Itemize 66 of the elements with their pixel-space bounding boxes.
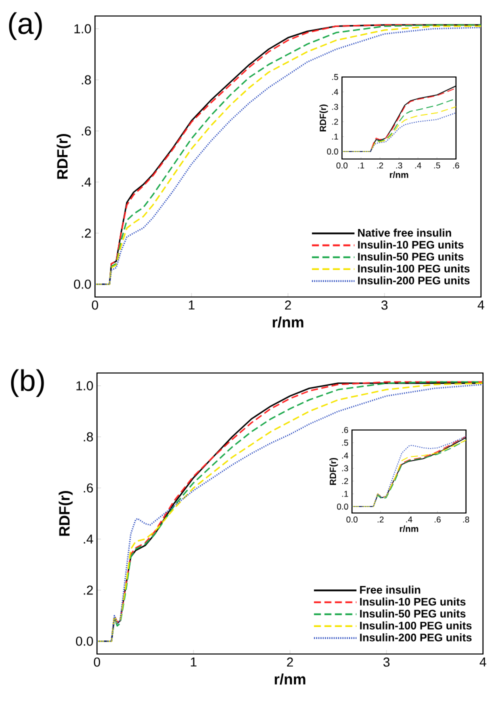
x-axis-title: r/nm	[390, 171, 408, 178]
x-axis-title: r/nm	[274, 674, 306, 685]
x-tick-label: .6	[434, 516, 441, 523]
y-tick-label: .3	[342, 465, 348, 472]
y-tick-label: 1.0	[76, 381, 94, 390]
legend-label: Insulin-100 PEG units	[358, 264, 470, 272]
x-tick-label: 1	[190, 658, 197, 666]
y-tick-label: 0.0	[337, 504, 348, 510]
x-tick-label: 3	[381, 300, 388, 310]
y-tick-label: .4	[332, 88, 338, 95]
x-tick-label: .4	[406, 516, 412, 522]
legend-label: Insulin-200 PEG units	[358, 276, 470, 284]
y-tick-label: 0.0	[76, 636, 94, 646]
y-tick-label: .3	[332, 104, 338, 110]
x-tick-label: .6	[453, 162, 460, 169]
x-tick-label: 0.0	[346, 516, 358, 523]
x-tick-label: 0	[94, 658, 100, 667]
y-tick-label: .2	[84, 586, 93, 595]
legend-label: Insulin-10 PEG units	[360, 598, 466, 606]
x-tick-label: 2	[285, 300, 291, 310]
y-axis-title: RDF(r)	[320, 104, 328, 132]
x-tick-label: 2	[287, 658, 293, 667]
x-tick-label: .2	[377, 162, 384, 168]
y-axis-title: RDF(r)	[58, 491, 73, 536]
y-tick-label: .6	[342, 427, 348, 433]
y-tick-label: .4	[84, 534, 94, 544]
legend-label: Free insulin	[360, 586, 420, 594]
y-tick-label: .6	[82, 126, 91, 136]
legend-label: Insulin-200 PEG units	[360, 633, 472, 642]
x-tick-label: .1	[358, 162, 364, 168]
text: (b)	[11, 369, 44, 398]
x-tick-label: 0	[92, 300, 98, 310]
x-tick-label: .3	[396, 162, 402, 169]
y-tick-label: .2	[82, 228, 91, 238]
legend-label: Insulin-50 PEG units	[358, 252, 464, 261]
legend-label: Insulin-100 PEG units	[360, 621, 472, 630]
y-tick-label: .1	[332, 134, 338, 140]
x-axis-title: r/nm	[400, 525, 418, 532]
y-tick-label: .5	[332, 74, 338, 80]
y-tick-label: .1	[342, 490, 348, 497]
x-tick-label: .8	[463, 516, 470, 523]
legend-label: Insulin-10 PEG units	[358, 240, 464, 249]
x-tick-label: 4	[480, 658, 486, 666]
x-tick-label: 1	[188, 300, 195, 310]
y-tick-label: .6	[84, 483, 93, 493]
y-tick-label: 1.0	[74, 24, 92, 34]
y-tick-label: 0.0	[74, 280, 92, 289]
y-tick-label: .2	[332, 118, 338, 125]
y-tick-label: 0.0	[327, 148, 338, 155]
x-tick-label: 3	[383, 658, 390, 667]
x-axis-title: r/nm	[272, 316, 304, 328]
y-tick-label: .4	[342, 452, 348, 458]
y-axis-title: RDF(r)	[56, 134, 71, 179]
x-tick-label: .2	[378, 516, 384, 522]
y-tick-label: .4	[82, 178, 92, 186]
y-axis-title: RDF(r)	[330, 458, 338, 485]
y-tick-label: .8	[82, 75, 91, 84]
y-tick-label: .8	[84, 432, 93, 442]
legend-label: Native free insulin	[358, 228, 452, 237]
x-tick-label: 4	[478, 300, 484, 310]
x-tick-label: .5	[434, 162, 440, 168]
text: (a)	[9, 12, 42, 40]
legend-label: Insulin-50 PEG units	[360, 610, 466, 618]
y-tick-label: .2	[342, 478, 348, 484]
x-tick-label: .4	[415, 162, 422, 168]
y-tick-label: .5	[342, 440, 348, 446]
